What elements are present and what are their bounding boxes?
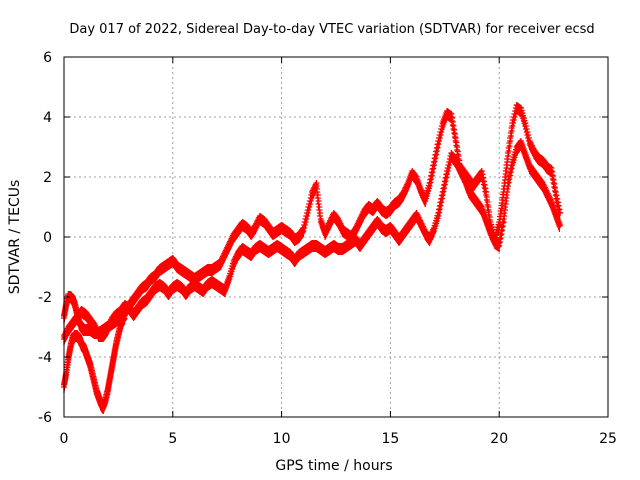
y-tick-label: 4 bbox=[43, 110, 52, 126]
series-middle-track-markers bbox=[61, 138, 564, 345]
y-tick-label: -6 bbox=[38, 410, 52, 426]
y-axis-label: SDTVAR / TECUs bbox=[7, 180, 23, 295]
grid-lines bbox=[64, 57, 608, 417]
x-tick-label: 15 bbox=[381, 431, 399, 447]
y-tick-labels: -6 -4 -2 0 2 4 6 bbox=[38, 50, 52, 426]
y-tick-label: 6 bbox=[43, 50, 52, 66]
x-tick-labels: 0 5 10 15 20 25 bbox=[60, 431, 617, 447]
y-tick-label: -4 bbox=[38, 350, 52, 366]
x-tick-label: 10 bbox=[273, 431, 291, 447]
x-tick-label: 20 bbox=[490, 431, 508, 447]
y-tick-label: -2 bbox=[38, 290, 52, 306]
x-tick-label: 5 bbox=[168, 431, 177, 447]
y-tick-label: 2 bbox=[43, 170, 52, 186]
data-points bbox=[61, 102, 564, 414]
y-tick-label: 0 bbox=[43, 230, 52, 246]
chart-title: Day 017 of 2022, Sidereal Day-to-day VTE… bbox=[69, 22, 594, 37]
x-axis-label: GPS time / hours bbox=[275, 458, 392, 474]
axis-ticks bbox=[63, 56, 609, 418]
x-tick-label: 25 bbox=[599, 431, 617, 447]
x-tick-label: 0 bbox=[60, 431, 69, 447]
